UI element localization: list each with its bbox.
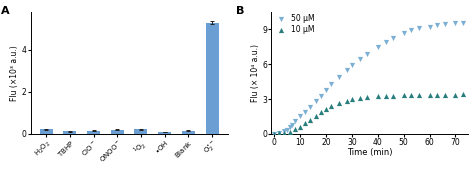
- 10 μM: [441, 94, 449, 96]
- 10 μM: [296, 126, 304, 128]
- 50 μM: [296, 115, 304, 118]
- 10 μM: [301, 122, 309, 125]
- 50 μM: [356, 58, 364, 60]
- 10 μM: [356, 97, 364, 99]
- 50 μM: [459, 21, 467, 24]
- 50 μM: [408, 29, 415, 31]
- Bar: [111, 130, 124, 134]
- 50 μM: [382, 41, 389, 44]
- 10 μM: [400, 94, 408, 97]
- 50 μM: [286, 126, 293, 129]
- 50 μM: [270, 132, 278, 135]
- 10 μM: [291, 128, 299, 131]
- 50 μM: [364, 53, 371, 55]
- 10 μM: [348, 98, 356, 100]
- 10 μM: [390, 94, 397, 97]
- 50 μM: [307, 105, 314, 108]
- 10 μM: [281, 131, 288, 134]
- 50 μM: [281, 130, 288, 133]
- 50 μM: [317, 94, 325, 97]
- Bar: [39, 129, 53, 134]
- 50 μM: [390, 36, 397, 39]
- Bar: [206, 23, 219, 134]
- 10 μM: [434, 94, 441, 96]
- Bar: [135, 129, 147, 134]
- 10 μM: [343, 99, 350, 102]
- 10 μM: [270, 132, 278, 135]
- 50 μM: [328, 83, 335, 85]
- Bar: [158, 132, 171, 134]
- 10 μM: [312, 115, 319, 117]
- 50 μM: [335, 76, 343, 78]
- 50 μM: [374, 46, 382, 48]
- 10 μM: [307, 119, 314, 121]
- 10 μM: [374, 95, 382, 98]
- 50 μM: [312, 100, 319, 103]
- 10 μM: [452, 93, 459, 96]
- 50 μM: [441, 23, 449, 26]
- 10 μM: [328, 105, 335, 107]
- 10 μM: [426, 94, 433, 96]
- X-axis label: Time (min): Time (min): [347, 148, 393, 157]
- 10 μM: [364, 96, 371, 98]
- 50 μM: [452, 22, 459, 24]
- 10 μM: [459, 93, 467, 96]
- 10 μM: [286, 130, 293, 133]
- Bar: [182, 131, 195, 134]
- 50 μM: [291, 120, 299, 122]
- 50 μM: [400, 32, 408, 34]
- 50 μM: [275, 131, 283, 134]
- Bar: [63, 131, 76, 134]
- Legend: 50 μM, 10 μM: 50 μM, 10 μM: [273, 14, 315, 35]
- Text: A: A: [1, 6, 9, 16]
- 50 μM: [322, 88, 330, 91]
- 10 μM: [317, 110, 325, 113]
- 50 μM: [415, 27, 423, 30]
- 10 μM: [415, 94, 423, 97]
- 10 μM: [382, 95, 389, 97]
- 50 μM: [289, 123, 296, 126]
- 50 μM: [348, 64, 356, 66]
- 50 μM: [301, 110, 309, 113]
- 50 μM: [434, 24, 441, 27]
- 50 μM: [426, 25, 433, 28]
- Bar: [87, 131, 100, 134]
- 10 μM: [408, 94, 415, 97]
- 10 μM: [275, 132, 283, 135]
- 10 μM: [322, 108, 330, 110]
- Y-axis label: Flu (×10³ a.u.): Flu (×10³ a.u.): [10, 45, 19, 101]
- 50 μM: [343, 69, 350, 71]
- 10 μM: [335, 102, 343, 105]
- Y-axis label: Flu (× 10⁴ a.u.): Flu (× 10⁴ a.u.): [251, 44, 260, 102]
- Text: B: B: [236, 6, 245, 16]
- 50 μM: [283, 129, 291, 131]
